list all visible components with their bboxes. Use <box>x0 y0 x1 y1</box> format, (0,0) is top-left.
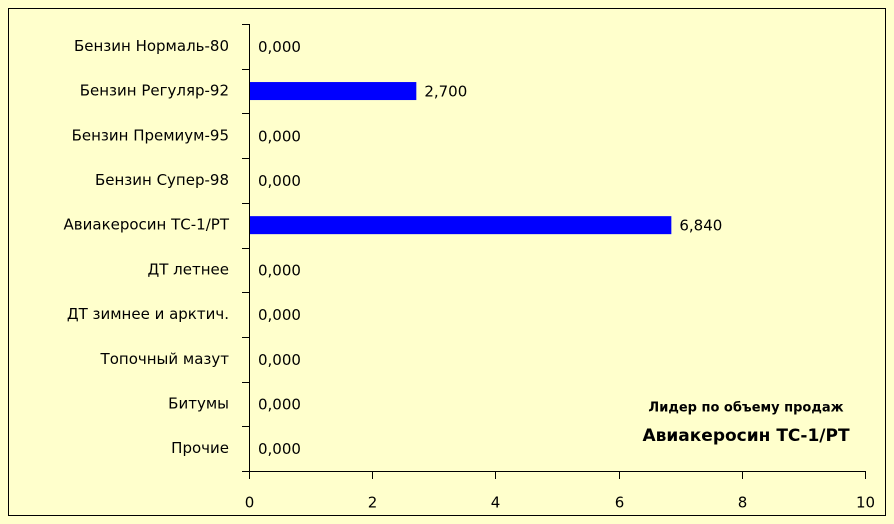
value-label: 0,000 <box>258 261 301 279</box>
value-label: 0,000 <box>258 351 301 369</box>
x-tick-label: 10 <box>856 494 875 512</box>
y-tick-label: Бензин Супер-98 <box>95 171 229 189</box>
x-tick-label: 6 <box>615 494 625 512</box>
bar <box>250 216 672 235</box>
y-tick-label: Бензин Нормаль-80 <box>74 37 229 55</box>
annotation: Лидер по объему продаж <box>648 401 843 416</box>
y-tick-label: Авиакеросин ТС-1/РТ <box>64 216 230 234</box>
y-tick-label: Бензин Регуляр-92 <box>80 82 229 100</box>
x-tick-label: 8 <box>738 494 748 512</box>
x-tick-label: 2 <box>368 494 378 512</box>
value-label: 0,000 <box>258 127 301 145</box>
x-tick-label: 0 <box>245 494 255 512</box>
annotation: Авиакеросин ТС-1/РТ <box>642 426 849 446</box>
value-label: 0,000 <box>258 172 301 190</box>
frame <box>8 8 886 516</box>
y-tick-label: Прочие <box>171 439 229 457</box>
value-label: 0,000 <box>258 440 301 458</box>
y-tick-label: ДТ летнее <box>148 260 229 278</box>
value-label: 0,000 <box>258 38 301 56</box>
value-label: 6,840 <box>679 217 722 235</box>
y-tick-label: Бензин Премиум-95 <box>72 126 229 144</box>
value-label: 0,000 <box>258 395 301 413</box>
x-tick-label: 4 <box>491 494 501 512</box>
y-tick-label: Топочный мазут <box>100 350 230 368</box>
y-tick-label: Битумы <box>168 394 229 412</box>
bar <box>250 82 417 101</box>
value-label: 0,000 <box>258 306 301 324</box>
y-tick-label: ДТ зимнее и арктич. <box>67 305 229 323</box>
value-label: 2,700 <box>424 83 467 101</box>
